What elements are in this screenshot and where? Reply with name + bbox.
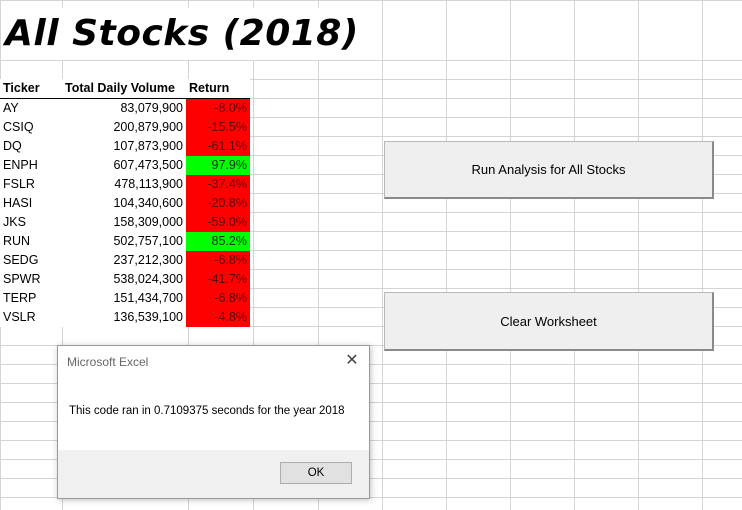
gridline	[638, 0, 639, 510]
cell-total-daily-volume[interactable]: 237,212,300	[62, 251, 186, 270]
cell-total-daily-volume[interactable]: 136,539,100	[62, 308, 186, 327]
gridline	[0, 212, 742, 213]
gridline	[0, 174, 742, 175]
gridline	[0, 98, 742, 99]
cell-return[interactable]: -37.4%	[186, 175, 250, 194]
table-header-row: Ticker Total Daily Volume Return	[0, 79, 250, 99]
table-row: JKS 158,309,000 -59.0%	[0, 213, 250, 232]
cell-return[interactable]: -4.8%	[186, 308, 250, 327]
column-header-volume[interactable]: Total Daily Volume	[62, 79, 186, 99]
gridline	[0, 402, 742, 403]
cell-return[interactable]: -41.7%	[186, 270, 250, 289]
table-row: HASI 104,340,600 -20.8%	[0, 194, 250, 213]
gridline	[0, 345, 742, 346]
gridline	[0, 0, 742, 1]
table-row: AY 83,079,900 -8.0%	[0, 98, 250, 118]
cell-total-daily-volume[interactable]: 200,879,900	[62, 118, 186, 137]
gridline	[0, 155, 742, 156]
table-row: VSLR 136,539,100 -4.8%	[0, 308, 250, 327]
table-row: SPWR 538,024,300 -41.7%	[0, 270, 250, 289]
cell-ticker[interactable]: FSLR	[0, 175, 62, 194]
stocks-table-body: AY 83,079,900 -8.0% CSIQ 200,879,900 -15.5% DQ…	[0, 98, 250, 327]
cell-return[interactable]: 97.9%	[186, 156, 250, 175]
cell-return[interactable]: -20.8%	[186, 194, 250, 213]
cell-return[interactable]: -8.0%	[186, 98, 250, 118]
dialog-footer: OK	[58, 450, 369, 498]
table-row: DQ 107,873,900 -61.1%	[0, 137, 250, 156]
cell-total-daily-volume[interactable]: 502,757,100	[62, 232, 186, 251]
cell-ticker[interactable]: ENPH	[0, 156, 62, 175]
cell-total-daily-volume[interactable]: 538,024,300	[62, 270, 186, 289]
gridline	[0, 421, 742, 422]
gridline	[253, 0, 254, 510]
gridline	[382, 0, 383, 510]
gridline	[0, 136, 742, 137]
cell-ticker[interactable]: SEDG	[0, 251, 62, 270]
gridline	[0, 478, 742, 479]
cell-return[interactable]: -15.5%	[186, 118, 250, 137]
cell-ticker[interactable]: DQ	[0, 137, 62, 156]
table-row: CSIQ 200,879,900 -15.5%	[0, 118, 250, 137]
message-box-dialog: Microsoft Excel ✕ This code ran in 0.710…	[57, 345, 370, 499]
cell-return[interactable]: -6.8%	[186, 251, 250, 270]
ok-button[interactable]: OK	[280, 462, 352, 484]
cell-total-daily-volume[interactable]: 151,434,700	[62, 289, 186, 308]
cell-ticker[interactable]: SPWR	[0, 270, 62, 289]
cell-ticker[interactable]: TERP	[0, 289, 62, 308]
column-header-return[interactable]: Return	[186, 79, 250, 99]
clear-worksheet-button[interactable]: Clear Worksheet	[384, 292, 714, 351]
gridline	[0, 459, 742, 460]
table-row: FSLR 478,113,900 -37.4%	[0, 175, 250, 194]
gridline	[510, 0, 511, 510]
gridline	[0, 288, 742, 289]
gridline	[0, 364, 742, 365]
cell-ticker[interactable]: VSLR	[0, 308, 62, 327]
cell-total-daily-volume[interactable]: 478,113,900	[62, 175, 186, 194]
table-row: RUN 502,757,100 85.2%	[0, 232, 250, 251]
gridline	[0, 117, 742, 118]
gridline	[0, 326, 742, 327]
table-row: TERP 151,434,700 -6.8%	[0, 289, 250, 308]
gridline	[0, 193, 742, 194]
table-row: ENPH 607,473,500 97.9%	[0, 156, 250, 175]
cell-ticker[interactable]: CSIQ	[0, 118, 62, 137]
gridline	[574, 0, 575, 510]
gridline	[0, 383, 742, 384]
column-header-ticker[interactable]: Ticker	[0, 79, 62, 99]
sheet-title: All Stocks (2018)	[5, 8, 363, 60]
table-row: SEDG 237,212,300 -6.8%	[0, 251, 250, 270]
cell-total-daily-volume[interactable]: 107,873,900	[62, 137, 186, 156]
cell-ticker[interactable]: RUN	[0, 232, 62, 251]
cell-total-daily-volume[interactable]: 607,473,500	[62, 156, 186, 175]
cell-total-daily-volume[interactable]: 158,309,000	[62, 213, 186, 232]
close-icon[interactable]: ✕	[345, 352, 359, 369]
gridline	[318, 0, 319, 510]
cell-return[interactable]: 85.2%	[186, 232, 250, 251]
cell-return[interactable]: -6.8%	[186, 289, 250, 308]
dialog-message: This code ran in 0.7109375 seconds for t…	[69, 405, 345, 417]
dialog-title: Microsoft Excel	[67, 355, 149, 369]
gridline	[0, 60, 742, 61]
cell-ticker[interactable]: HASI	[0, 194, 62, 213]
cell-ticker[interactable]: JKS	[0, 213, 62, 232]
gridline	[0, 497, 742, 498]
run-analysis-button[interactable]: Run Analysis for All Stocks	[384, 141, 714, 199]
cell-return[interactable]: -59.0%	[186, 213, 250, 232]
cell-return[interactable]: -61.1%	[186, 137, 250, 156]
gridline	[0, 79, 742, 80]
stocks-table: Ticker Total Daily Volume Return AY 83,07…	[0, 79, 250, 327]
gridline	[0, 440, 742, 441]
gridline	[0, 269, 742, 270]
cell-total-daily-volume[interactable]: 83,079,900	[62, 98, 186, 118]
gridline	[0, 231, 742, 232]
gridline	[0, 307, 742, 308]
gridline	[702, 0, 703, 510]
cell-total-daily-volume[interactable]: 104,340,600	[62, 194, 186, 213]
cell-ticker[interactable]: AY	[0, 98, 62, 118]
gridline	[446, 0, 447, 510]
gridline	[0, 250, 742, 251]
